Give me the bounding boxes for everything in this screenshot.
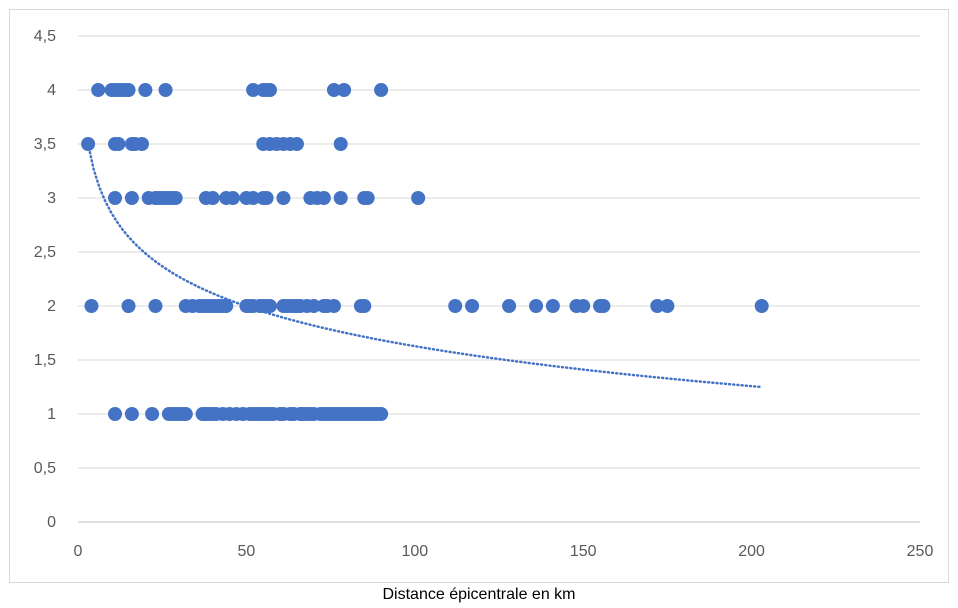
y-tick-label: 3,5 (34, 136, 56, 153)
data-point (219, 299, 234, 313)
data-point (374, 83, 389, 97)
y-tick-label: 4 (47, 82, 56, 99)
data-point (124, 191, 139, 205)
data-point (262, 299, 277, 313)
data-point (360, 191, 375, 205)
data-point (289, 137, 304, 151)
data-point (333, 137, 348, 151)
y-tick-label: 4,5 (34, 28, 56, 45)
data-point (205, 191, 220, 205)
x-tick-label: 100 (401, 543, 428, 560)
data-point (168, 191, 183, 205)
data-point (111, 137, 126, 151)
data-point (124, 407, 139, 421)
data-point (121, 299, 136, 313)
x-tick-label: 150 (570, 543, 597, 560)
data-point (326, 299, 341, 313)
x-tick-label: 0 (74, 543, 83, 560)
y-tick-label: 2,5 (34, 244, 56, 261)
y-tick-label: 1,5 (34, 352, 56, 369)
x-tick-label: 250 (907, 543, 934, 560)
data-point (246, 83, 261, 97)
data-point (108, 191, 123, 205)
data-point (262, 83, 277, 97)
data-point (374, 407, 389, 421)
y-tick-label: 0 (47, 514, 56, 531)
data-point (225, 191, 240, 205)
data-point (276, 191, 291, 205)
trendline-group (86, 142, 763, 389)
data-point (84, 299, 99, 313)
x-tick-label: 200 (738, 543, 765, 560)
y-tick-label: 2 (47, 298, 56, 315)
data-point (660, 299, 675, 313)
data-point (138, 83, 153, 97)
data-point (134, 137, 149, 151)
data-point (596, 299, 611, 313)
data-point (145, 407, 160, 421)
x-tick-labels: 0 50 100 150 200 250 (74, 543, 934, 560)
chart-area-border (9, 9, 949, 583)
data-point (411, 191, 426, 205)
x-tick-label: 50 (238, 543, 256, 560)
data-point (754, 299, 769, 313)
data-point (465, 299, 480, 313)
data-point (259, 191, 274, 205)
data-point (448, 299, 463, 313)
data-point (529, 299, 544, 313)
data-points (81, 83, 769, 421)
data-point (108, 407, 123, 421)
data-point (178, 407, 193, 421)
y-tick-label: 3 (47, 190, 56, 207)
data-point (545, 299, 560, 313)
data-point (337, 83, 352, 97)
trendline (86, 142, 763, 389)
data-point (576, 299, 591, 313)
data-point (326, 83, 341, 97)
data-point (81, 137, 96, 151)
data-point (91, 83, 106, 97)
y-tick-label: 0,5 (34, 460, 56, 477)
y-tick-labels: 0 0,5 1 1,5 2 2,5 3 3,5 4 4,5 (34, 28, 56, 531)
data-point (650, 299, 665, 313)
x-axis-title: Distance épicentrale en km (382, 586, 576, 603)
data-point (333, 191, 348, 205)
data-point (158, 83, 173, 97)
data-point (306, 299, 321, 313)
data-point (246, 191, 261, 205)
data-point (121, 83, 136, 97)
data-point (357, 299, 372, 313)
data-point (148, 299, 163, 313)
y-tick-label: 1 (47, 406, 56, 423)
data-point (502, 299, 517, 313)
data-point (316, 191, 331, 205)
